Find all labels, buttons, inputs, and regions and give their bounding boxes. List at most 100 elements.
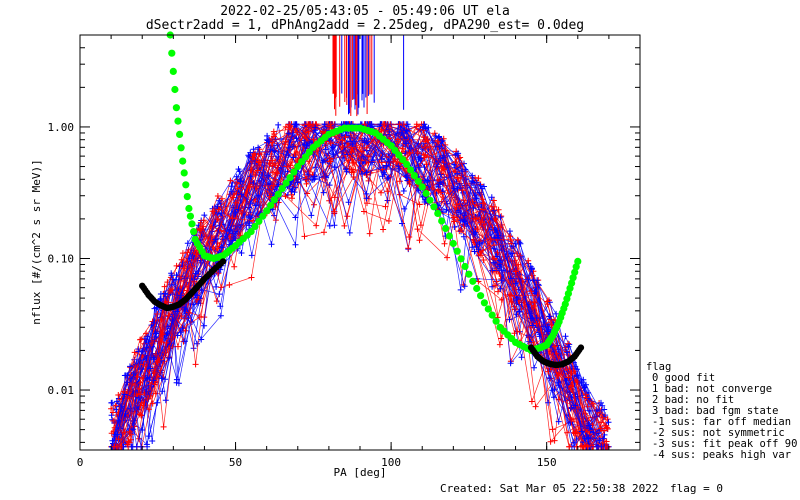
x-axis-label: PA [deg] (334, 466, 387, 479)
trace-point (162, 397, 169, 404)
y-tick-label: 1.00 (48, 121, 75, 134)
trace-point (477, 219, 484, 226)
fit-curve-point (186, 212, 194, 220)
fit-curve-point (274, 190, 282, 198)
fit-curve-point (480, 299, 488, 307)
trace-point (416, 237, 423, 244)
trace-point (414, 226, 421, 233)
flag-legend-item: -1 sus: far off median (652, 416, 791, 428)
trace-point (248, 252, 255, 259)
trace-point (217, 312, 224, 319)
trace-point (263, 151, 270, 158)
trace-point (598, 443, 605, 450)
trace-point (159, 331, 166, 338)
trace-point (497, 285, 504, 292)
trace-point (114, 431, 121, 438)
trace-point (477, 182, 484, 189)
fit-curve-point (302, 153, 310, 161)
fit-curve-point (403, 160, 411, 168)
x-tick-label: 0 (77, 456, 84, 469)
trace-point (474, 226, 481, 233)
trace-point (255, 144, 262, 151)
trace-point (584, 395, 591, 402)
fit-curve-point (477, 292, 485, 300)
trace-point (218, 210, 225, 216)
trace-point (531, 364, 537, 371)
trace-point (546, 313, 553, 320)
trace-point (179, 250, 186, 257)
trace-point (514, 328, 521, 335)
trace-point (565, 343, 572, 350)
trace-point (179, 325, 186, 332)
trace-point (250, 150, 257, 157)
trace-point (533, 320, 540, 327)
fit-curve-point (457, 255, 465, 263)
trace-point (437, 189, 444, 196)
fit-curve-point (568, 279, 576, 287)
fit-curve-point (438, 217, 446, 225)
fit-curve-point (574, 257, 582, 265)
trace-point (168, 272, 175, 279)
trace-point (238, 250, 245, 256)
fit-curve-point (473, 284, 481, 293)
trace-point (247, 173, 254, 180)
y-tick-label: 0.01 (48, 384, 75, 397)
fit-curve-point (430, 203, 438, 211)
trace-point (215, 206, 222, 213)
fit-curve-point (418, 183, 426, 191)
trace-point (113, 398, 120, 405)
trace-point (378, 189, 384, 196)
fit-curve-point (185, 204, 193, 213)
flag-legend-item: 0 good fit (652, 372, 715, 384)
trace-point (476, 240, 483, 247)
trace-point (232, 199, 239, 206)
trace-point (347, 138, 354, 145)
profile-traces (108, 35, 612, 450)
trace-point (194, 292, 201, 299)
trace-point (311, 173, 318, 180)
trace-point (473, 195, 480, 202)
trace-point (415, 156, 422, 162)
trace-point (394, 136, 401, 143)
trace-point (548, 322, 555, 329)
trace-point (109, 409, 116, 416)
trace-point (136, 411, 143, 418)
trace-point (121, 388, 127, 395)
trace-point (581, 384, 588, 390)
trace-point (290, 143, 296, 150)
fit-curve-point (445, 232, 453, 240)
trace-point (141, 335, 148, 342)
fit-curve-point (410, 172, 418, 180)
fit-curve-point (414, 177, 422, 185)
baseline-fit-point (219, 258, 227, 265)
trace-point (441, 240, 448, 247)
trace-point (208, 233, 215, 240)
trace-point (453, 204, 460, 210)
trace-point (435, 138, 441, 145)
trace-point (497, 214, 504, 221)
fit-curve-point (183, 193, 191, 201)
trace-point (457, 286, 464, 293)
trace-point (403, 174, 410, 180)
fit-curve-point (286, 174, 294, 182)
fit-curve-point (176, 130, 184, 138)
trace-point (528, 398, 535, 405)
fit-curve-point (572, 263, 580, 271)
fit-curve-point (171, 85, 179, 94)
trace-point (512, 268, 519, 275)
trace-point (163, 339, 170, 346)
fit-curve-point (180, 169, 188, 177)
trace-point (532, 299, 539, 306)
trace-point (238, 190, 245, 196)
trace-point (157, 291, 164, 297)
trace-point (601, 406, 608, 413)
fit-curve-point (168, 49, 176, 57)
chart-title: 2022-02-25/05:43:05 - 05:49:06 UT ela (220, 4, 510, 19)
flag-legend-item: -2 sus: not symmetric (652, 427, 785, 439)
trace-point (599, 402, 606, 409)
trace-point (162, 376, 169, 383)
trace-point (121, 391, 128, 398)
trace-point (214, 193, 221, 199)
